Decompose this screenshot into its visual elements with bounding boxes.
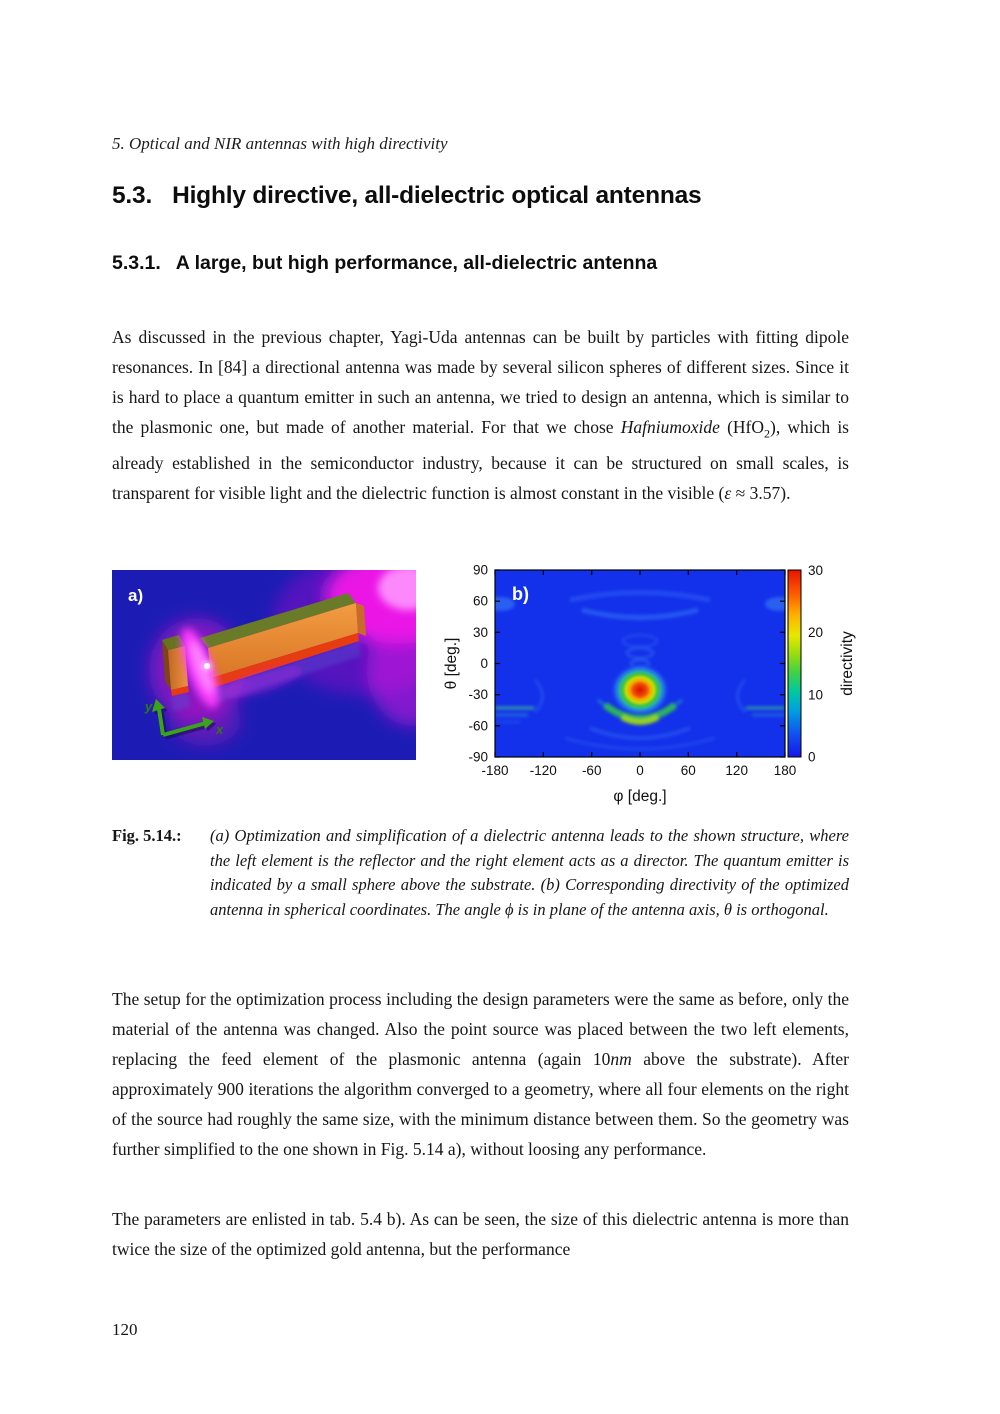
para1-hfo-subscript: 2 xyxy=(764,426,771,440)
y-tick-30: 30 xyxy=(473,625,488,640)
section-number: 5.3. xyxy=(112,182,153,209)
axis-ticks xyxy=(494,569,786,758)
figure-b-chart: 90 60 30 0 -30 -60 -90 -180 -120 -60 0 6… xyxy=(440,560,900,810)
figure-a-image: y x a) xyxy=(112,552,469,760)
x-axis-title: φ [deg.] xyxy=(613,788,666,805)
x-tick-120: 120 xyxy=(725,763,748,778)
y-tick-0: 0 xyxy=(480,656,488,671)
x-tick-m180: -180 xyxy=(481,763,508,778)
paragraph-3: The parameters are enlisted in tab. 5.4 … xyxy=(112,1208,849,1259)
heatmap-area xyxy=(495,570,785,757)
para1-hafniumoxide: Hafniumoxide xyxy=(620,416,720,437)
para2-nm: nm xyxy=(610,1048,632,1069)
faint-pattern-arcs xyxy=(495,590,785,751)
caption-label: Fig. 5.14.: xyxy=(112,826,182,845)
crescent-side-lobe xyxy=(597,698,683,725)
x-tick-0: 0 xyxy=(636,763,644,778)
colorbar-tick-labels: 30 20 10 0 xyxy=(808,563,823,765)
figure-caption: Fig. 5.14.: (a) Optimization and simplif… xyxy=(112,824,849,922)
para1-epsilon: ε xyxy=(724,483,732,503)
figure-a-canvas: y x a) xyxy=(112,552,469,760)
para1-text-b: (HfO xyxy=(719,416,765,437)
panel-a-label: a) xyxy=(128,586,143,605)
para1-text-c: ), which is already established in the s… xyxy=(112,416,849,504)
cb-tick-20: 20 xyxy=(808,625,823,640)
cb-tick-10: 10 xyxy=(808,687,823,702)
subsection-number: 5.3.1. xyxy=(112,252,161,274)
main-lobe xyxy=(609,662,671,718)
y-tick-m30: -30 xyxy=(468,687,488,702)
cb-tick-0: 0 xyxy=(808,750,816,765)
x-tick-labels: -180 -120 -60 0 60 120 180 xyxy=(481,763,796,778)
para1-text-a: As discussed in the previous chapter, Ya… xyxy=(112,326,849,437)
cb-tick-30: 30 xyxy=(808,563,823,578)
axis-y-label: y xyxy=(144,699,153,714)
page-number: 120 xyxy=(112,1320,138,1339)
axis-x-label: x xyxy=(215,722,224,737)
x-tick-m60: -60 xyxy=(582,763,602,778)
paragraph-2: The setup for the optimization process i… xyxy=(112,984,849,1164)
reflector-box xyxy=(162,635,189,696)
subsection-heading: 5.3.1. A large, but high performance, all… xyxy=(112,252,912,275)
colorbar-title: directivity xyxy=(839,631,856,696)
y-tick-90: 90 xyxy=(473,563,488,578)
section-title: Highly directive, all-dielectric optical… xyxy=(172,182,702,209)
para2-text-a: The setup for the optimization process i… xyxy=(112,988,849,1069)
x-tick-m120: -120 xyxy=(530,763,557,778)
y-tick-60: 60 xyxy=(473,594,488,609)
x-tick-180: 180 xyxy=(774,763,797,778)
para2-text-b: above the substrate). After approximatel… xyxy=(112,1048,850,1159)
section-heading: 5.3. Highly directive, all-dielectric opt… xyxy=(112,182,912,210)
colorbar xyxy=(787,569,802,758)
y-tick-labels: 90 60 30 0 -30 -60 -90 xyxy=(468,563,488,765)
para1-text-d: ≈ 3.57). xyxy=(731,483,791,503)
coordinate-axes: y x xyxy=(144,699,224,740)
x-tick-60: 60 xyxy=(681,763,696,778)
y-axis-title: θ [deg.] xyxy=(443,638,460,690)
paragraph-1: As discussed in the previous chapter, Ya… xyxy=(112,322,849,509)
y-tick-m60: -60 xyxy=(468,718,488,733)
caption-text: (a) Optimization and simplification of a… xyxy=(210,826,849,919)
director-box xyxy=(200,593,366,688)
quantum-emitter-sphere xyxy=(204,663,210,669)
subsection-title: A large, but high performance, all-diele… xyxy=(175,252,658,274)
panel-b-label: b) xyxy=(512,584,529,604)
figure-b-canvas: 90 60 30 0 -30 -60 -90 -180 -120 -60 0 6… xyxy=(443,563,856,806)
running-header: 5. Optical and NIR antennas with high di… xyxy=(112,134,448,153)
y-tick-m90: -90 xyxy=(468,750,488,765)
